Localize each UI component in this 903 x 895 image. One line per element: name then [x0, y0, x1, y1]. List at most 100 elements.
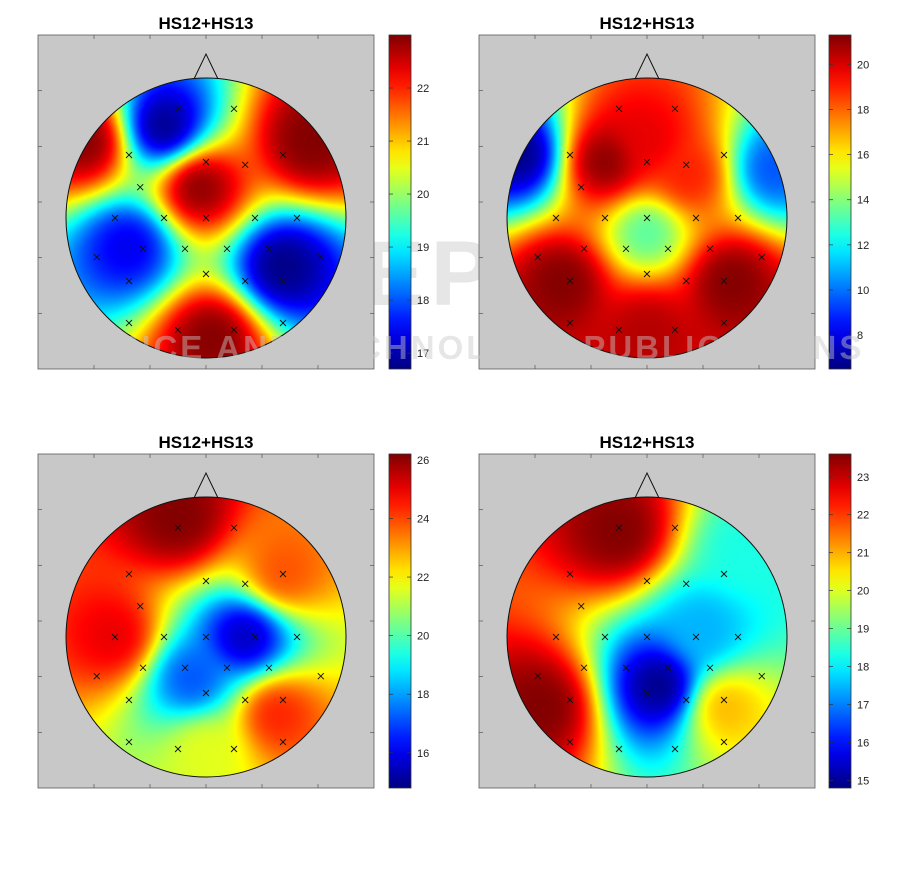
- electrode-marker: [566, 319, 574, 327]
- electrode-marker: [241, 161, 249, 169]
- electrode-marker: [671, 105, 679, 113]
- electrode-marker: [317, 253, 325, 261]
- electrode-marker: [125, 696, 133, 704]
- electrode-marker: [758, 672, 766, 680]
- electrode-marker: [230, 524, 238, 532]
- electrode-marker: [720, 696, 728, 704]
- electrode-marker: [552, 214, 560, 222]
- electrode-marker: [643, 158, 651, 166]
- electrode-marker: [241, 580, 249, 588]
- colorbar-tick-label: 16: [417, 748, 429, 760]
- colorbar-tick-label: 20: [857, 586, 869, 598]
- electrode-marker: [734, 214, 742, 222]
- head-outline: [65, 77, 347, 359]
- head-outline: [65, 496, 347, 778]
- electrode-marker: [534, 672, 542, 680]
- electrode-marker: [139, 664, 147, 672]
- electrode-marker: [251, 633, 259, 641]
- electrode-marker: [279, 738, 287, 746]
- electrode-marker: [174, 105, 182, 113]
- electrode-marker: [317, 672, 325, 680]
- electrode-marker: [136, 183, 144, 191]
- topoplot-panel-1: HS12+HS13 17 18 19 20 21 22: [37, 14, 429, 370]
- electrode-marker: [265, 664, 273, 672]
- colorbar-tick-label: 14: [857, 195, 869, 207]
- electrode-marker: [601, 214, 609, 222]
- electrode-marker: [160, 214, 168, 222]
- electrode-marker: [202, 158, 210, 166]
- electrode-marker: [125, 277, 133, 285]
- electrode-marker: [643, 633, 651, 641]
- electrode-marker: [223, 245, 231, 253]
- electrode-marker: [664, 245, 672, 253]
- colorbar-tick-label: 24: [417, 513, 429, 525]
- electrode-marker: [202, 633, 210, 641]
- colorbar-tick-label: 22: [417, 83, 429, 95]
- colorbar-tick-label: 12: [857, 240, 869, 252]
- colorbar-tick-label: 10: [857, 285, 869, 297]
- electrode-marker: [265, 245, 273, 253]
- electrode-marker: [139, 245, 147, 253]
- electrode-marker: [577, 183, 585, 191]
- electrode-marker: [125, 738, 133, 746]
- electrode-marker: [601, 633, 609, 641]
- electrode-marker: [566, 570, 574, 578]
- colorbar-tick-label: 22: [857, 510, 869, 522]
- electrode-marker: [622, 245, 630, 253]
- colorbar-tick-label: 15: [857, 775, 869, 787]
- chart-title: HS12+HS13: [600, 433, 695, 452]
- electrode-marker: [160, 633, 168, 641]
- colorbar-tick-label: 18: [417, 689, 429, 701]
- electrode-marker: [279, 319, 287, 327]
- electrode-marker: [643, 270, 651, 278]
- colorbar-tick-label: 16: [857, 150, 869, 162]
- electrode-marker: [293, 214, 301, 222]
- colorbar-tick-label: 20: [417, 631, 429, 643]
- colorbar-tick-label: 23: [857, 472, 869, 484]
- head-outline: [506, 496, 788, 778]
- electrode-marker: [706, 245, 714, 253]
- electrode-marker: [615, 524, 623, 532]
- electrode-marker: [720, 570, 728, 578]
- electrode-marker: [720, 738, 728, 746]
- electrode-marker: [202, 577, 210, 585]
- electrode-marker: [223, 664, 231, 672]
- electrode-marker: [111, 214, 119, 222]
- electrode-marker: [692, 633, 700, 641]
- electrode-marker: [125, 570, 133, 578]
- colorbar-tick-label: 17: [417, 348, 429, 360]
- colorbar-tick-label: 19: [417, 242, 429, 254]
- electrode-marker: [580, 664, 588, 672]
- topoplot-panel-2: HS12+HS13 8 10 12 14 16 18 20: [478, 14, 869, 370]
- electrode-marker: [692, 214, 700, 222]
- electrode-marker: [125, 151, 133, 159]
- chart-title: HS12+HS13: [159, 14, 254, 33]
- electrode-marker: [566, 151, 574, 159]
- chart-title: HS12+HS13: [159, 433, 254, 452]
- electrode-marker: [682, 696, 690, 704]
- electrode-marker: [202, 214, 210, 222]
- topoplot-panel-4: HS12+HS13 15 16 17 18 19 20 21 22 23: [478, 433, 869, 789]
- electrode-marker: [230, 326, 238, 334]
- electrode-marker: [136, 602, 144, 610]
- colorbar-tick-label: 18: [857, 104, 869, 116]
- electrode-marker: [279, 570, 287, 578]
- electrode-marker: [230, 105, 238, 113]
- electrode-marker: [241, 696, 249, 704]
- electrode-marker: [643, 577, 651, 585]
- colorbar-tick-label: 16: [857, 737, 869, 749]
- electrode-marker: [279, 151, 287, 159]
- electrode-marker: [671, 524, 679, 532]
- colorbar-tick-label: 8: [857, 330, 863, 342]
- electrode-marker: [720, 319, 728, 327]
- electrode-marker: [643, 214, 651, 222]
- electrode-marker: [758, 253, 766, 261]
- nose: [634, 471, 660, 499]
- nose: [193, 471, 219, 499]
- electrode-marker: [734, 633, 742, 641]
- nose: [193, 52, 219, 80]
- electrode-marker: [720, 151, 728, 159]
- electrode-marker: [534, 253, 542, 261]
- electrode-marker: [174, 524, 182, 532]
